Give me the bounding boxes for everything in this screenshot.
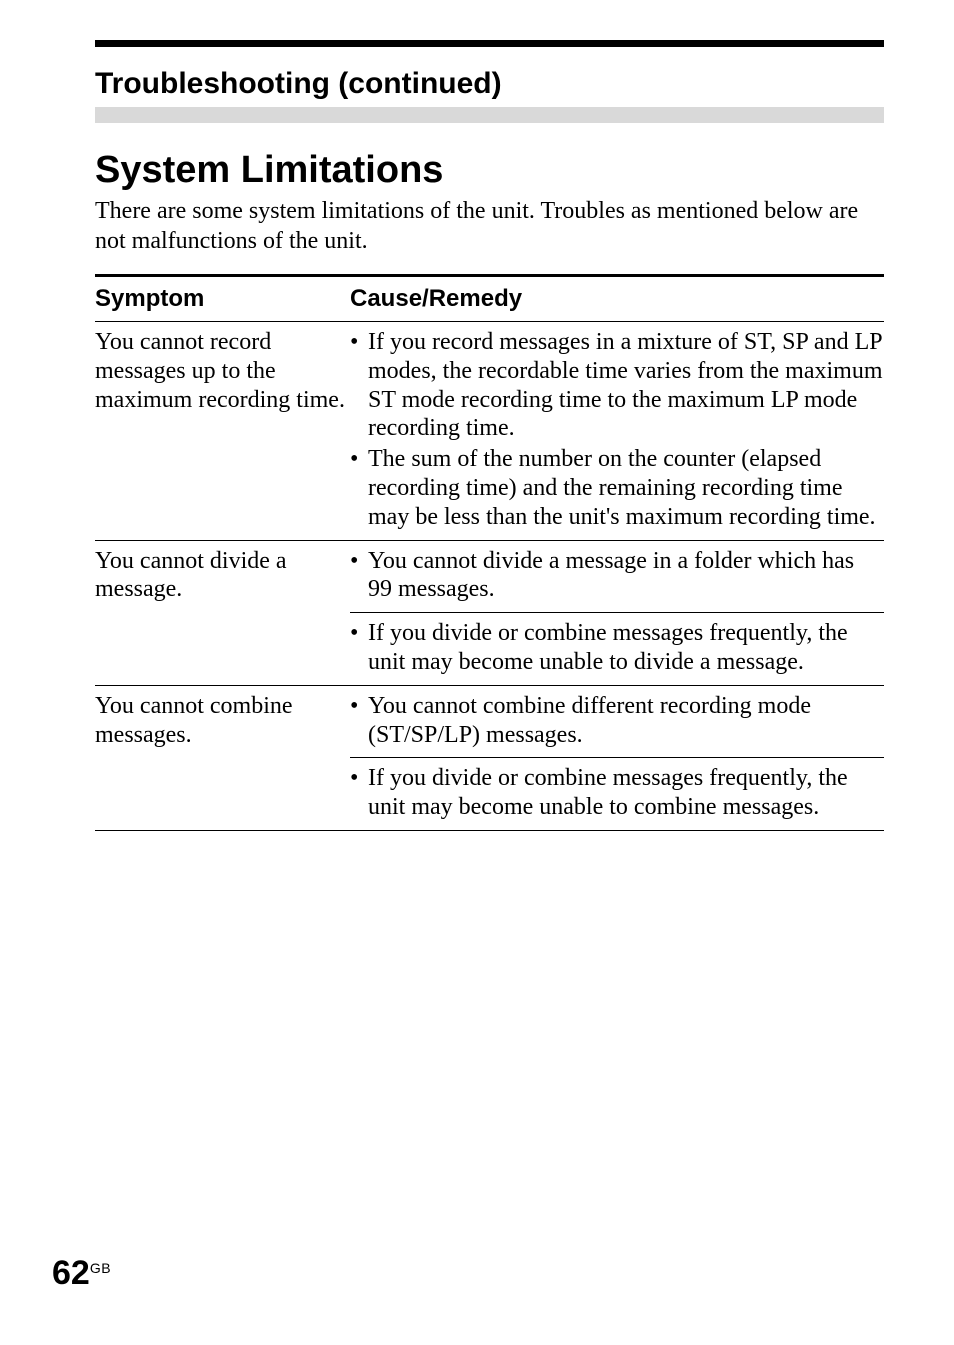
table-header-row: Symptom Cause/Remedy xyxy=(95,276,884,322)
cause-item: You cannot divide a message in a folder … xyxy=(350,547,884,605)
symptom-cell-empty xyxy=(95,758,350,831)
page-number-value: 62 xyxy=(52,1254,90,1292)
cause-list: If you divide or combine messages freque… xyxy=(350,619,884,677)
cause-cell: If you divide or combine messages freque… xyxy=(350,613,884,686)
page-root: Troubleshooting (continued) System Limit… xyxy=(0,0,954,1345)
cause-item: The sum of the number on the counter (el… xyxy=(350,445,884,531)
section-heading: Troubleshooting (continued) xyxy=(95,67,884,101)
page-number: 62GB xyxy=(52,1254,111,1293)
cause-cell: You cannot combine different recording m… xyxy=(350,685,884,758)
symptom-cell: You cannot record messages up to the max… xyxy=(95,322,350,541)
cause-item: If you divide or combine messages freque… xyxy=(350,764,884,822)
table-row: You cannot combine messages. You cannot … xyxy=(95,685,884,758)
table-row: You cannot record messages up to the max… xyxy=(95,322,884,541)
top-rule xyxy=(95,40,884,47)
header-cause: Cause/Remedy xyxy=(350,276,884,322)
symptom-cell-empty xyxy=(95,613,350,686)
cause-item: You cannot combine different recording m… xyxy=(350,692,884,750)
cause-cell: You cannot divide a message in a folder … xyxy=(350,540,884,613)
sub-rule xyxy=(95,107,884,123)
table-row: You cannot divide a message. You cannot … xyxy=(95,540,884,613)
intro-paragraph: There are some system limitations of the… xyxy=(95,196,884,256)
cause-item: If you divide or combine messages freque… xyxy=(350,619,884,677)
header-symptom: Symptom xyxy=(95,276,350,322)
cause-item: If you record messages in a mixture of S… xyxy=(350,328,884,443)
limitations-table: Symptom Cause/Remedy You cannot record m… xyxy=(95,274,884,831)
symptom-cell: You cannot divide a message. xyxy=(95,540,350,613)
table-row: If you divide or combine messages freque… xyxy=(95,613,884,686)
cause-cell: If you record messages in a mixture of S… xyxy=(350,322,884,541)
cause-list: You cannot divide a message in a folder … xyxy=(350,547,884,605)
main-heading: System Limitations xyxy=(95,149,884,192)
cause-list: If you divide or combine messages freque… xyxy=(350,764,884,822)
symptom-cell: You cannot combine messages. xyxy=(95,685,350,758)
cause-cell: If you divide or combine messages freque… xyxy=(350,758,884,831)
table-row: If you divide or combine messages freque… xyxy=(95,758,884,831)
page-number-suffix: GB xyxy=(90,1260,111,1276)
cause-list: If you record messages in a mixture of S… xyxy=(350,328,884,532)
cause-list: You cannot combine different recording m… xyxy=(350,692,884,750)
